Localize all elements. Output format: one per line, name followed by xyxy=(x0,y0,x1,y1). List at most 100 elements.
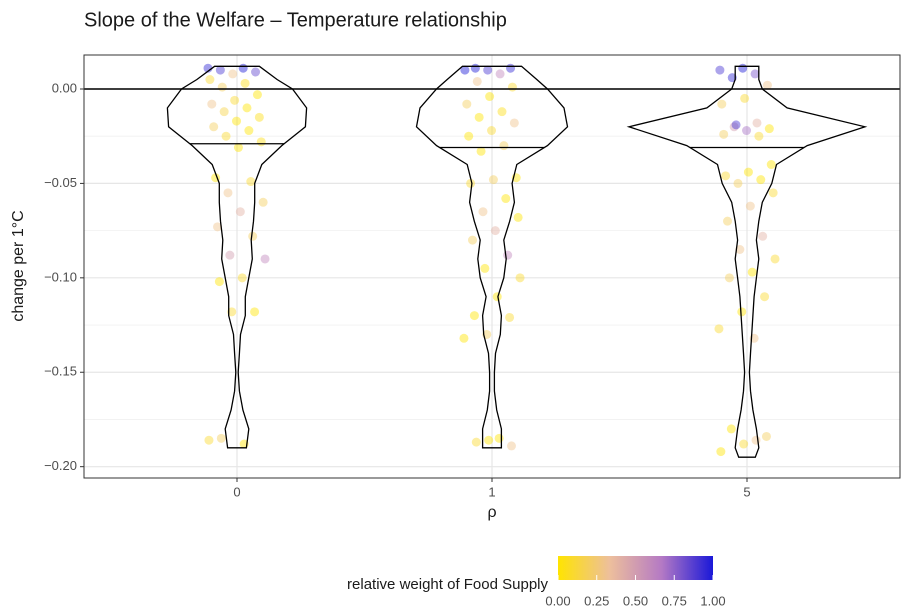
y-axis-label: change per 1°C xyxy=(10,210,27,321)
point xyxy=(731,120,741,130)
point xyxy=(483,65,493,75)
point xyxy=(230,95,240,105)
point xyxy=(488,175,498,185)
point xyxy=(499,141,509,151)
point xyxy=(216,433,226,443)
point xyxy=(205,75,215,85)
point xyxy=(495,69,505,79)
point xyxy=(254,112,264,122)
violin xyxy=(626,65,868,458)
colorbar-tick-label: 0.25 xyxy=(584,593,609,608)
point xyxy=(217,82,227,92)
point xyxy=(464,131,474,141)
colorbar-tick-label: 0.00 xyxy=(545,593,570,608)
point xyxy=(754,131,764,141)
point xyxy=(721,171,731,181)
x-tick-label: 5 xyxy=(743,484,750,499)
point xyxy=(474,112,484,122)
point xyxy=(248,231,258,241)
point xyxy=(501,194,511,204)
point xyxy=(238,63,248,73)
point xyxy=(469,311,479,321)
point xyxy=(232,116,242,126)
point xyxy=(244,126,254,136)
point xyxy=(203,63,213,73)
violin xyxy=(166,65,308,449)
point xyxy=(724,273,734,283)
point xyxy=(739,439,749,449)
point xyxy=(484,435,494,445)
point xyxy=(225,250,235,260)
point xyxy=(766,160,776,170)
point xyxy=(215,65,225,75)
point xyxy=(251,67,261,77)
point xyxy=(509,118,519,128)
point xyxy=(207,99,217,109)
point xyxy=(470,63,480,73)
point xyxy=(233,143,243,153)
point xyxy=(770,254,780,264)
point xyxy=(258,197,268,207)
point xyxy=(764,124,774,134)
point xyxy=(507,82,517,92)
point xyxy=(472,76,482,86)
point xyxy=(738,63,748,73)
point xyxy=(480,263,490,273)
point xyxy=(246,177,256,187)
colorbar-tick-label: 1.00 xyxy=(700,593,725,608)
point xyxy=(204,435,214,445)
point xyxy=(752,118,762,128)
point xyxy=(719,129,729,139)
point xyxy=(742,126,752,136)
point xyxy=(737,307,747,317)
y-tick-label: −0.05 xyxy=(44,175,77,190)
x-tick-label: 0 xyxy=(233,484,240,499)
point xyxy=(751,435,761,445)
point xyxy=(228,69,238,79)
point xyxy=(497,107,507,117)
y-tick-label: −0.15 xyxy=(44,364,77,379)
point xyxy=(745,201,755,211)
point xyxy=(235,207,245,217)
point xyxy=(487,126,497,136)
point xyxy=(214,277,224,287)
point xyxy=(760,292,770,302)
point xyxy=(237,273,247,283)
point xyxy=(768,188,778,198)
legend-title: relative weight of Food Supply xyxy=(347,576,548,593)
point xyxy=(506,441,516,451)
panel-border xyxy=(83,54,901,479)
point xyxy=(219,107,229,117)
point xyxy=(515,273,525,283)
point xyxy=(717,99,727,109)
point xyxy=(733,178,743,188)
point xyxy=(503,250,513,260)
point xyxy=(747,267,757,277)
point xyxy=(460,65,470,75)
point xyxy=(221,131,231,141)
x-tick-label: 1 xyxy=(488,484,495,499)
point xyxy=(459,333,469,343)
point xyxy=(476,146,486,156)
point xyxy=(494,433,504,443)
y-tick-label: 0.00 xyxy=(52,80,77,95)
point xyxy=(506,63,516,73)
point xyxy=(716,447,726,457)
x-axis-label: ρ xyxy=(487,504,496,521)
point xyxy=(750,69,760,79)
point xyxy=(209,122,219,132)
point xyxy=(223,188,233,198)
point xyxy=(743,167,753,177)
point xyxy=(478,207,488,217)
point xyxy=(468,235,478,245)
point xyxy=(715,65,725,75)
point xyxy=(726,424,736,434)
point xyxy=(466,178,476,188)
colorbar-tick-label: 0.75 xyxy=(662,593,687,608)
point xyxy=(252,90,262,100)
point xyxy=(761,431,771,441)
point xyxy=(492,292,502,302)
point xyxy=(490,226,500,236)
y-tick-label: −0.20 xyxy=(44,458,77,473)
